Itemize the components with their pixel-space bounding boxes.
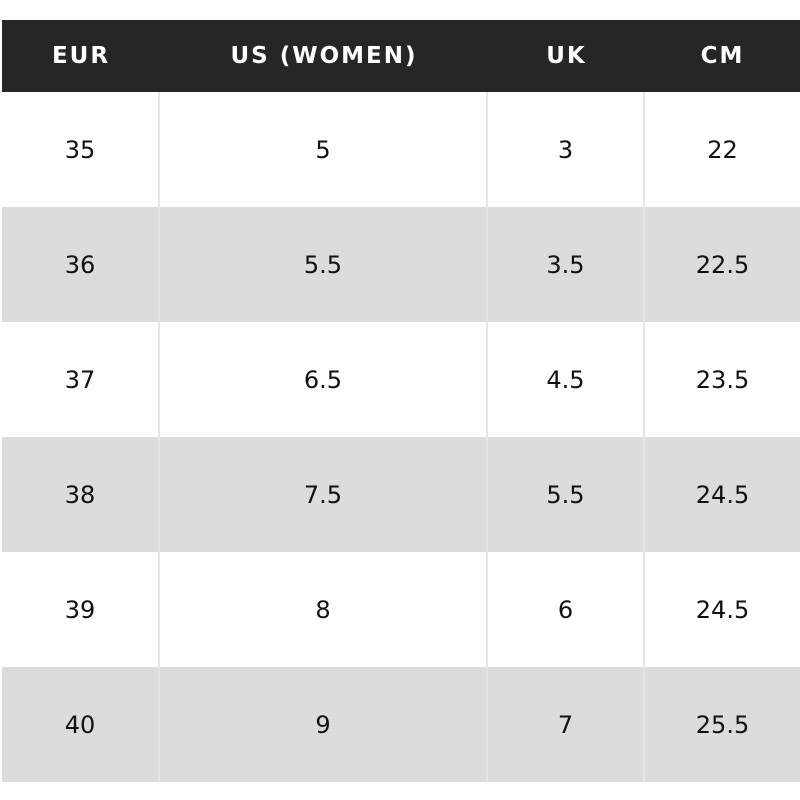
table-cell: 22.5 [695, 250, 750, 279]
table-row: 35 5 3 22 [2, 92, 800, 207]
table-cell: 6 [488, 552, 645, 667]
table-cell: 9 [160, 667, 488, 782]
header-cell: US (WOMEN) [230, 43, 418, 69]
table-row: 39 8 6 24.5 [2, 552, 800, 667]
table-cell: 4.5 [488, 322, 645, 437]
table-cell: 36 [2, 207, 160, 322]
table-cell: 24.5 [695, 595, 750, 624]
table-cell: 24.5 [695, 480, 750, 509]
table-cell: 8 [160, 552, 488, 667]
table-cell: 6.5 [160, 322, 488, 437]
table-cell: 3.5 [488, 207, 645, 322]
table-cell: 25.5 [695, 710, 750, 739]
table-row: 40 9 7 25.5 [2, 667, 800, 782]
table-row: 37 6.5 4.5 23.5 [2, 322, 800, 437]
table-row: 38 7.5 5.5 24.5 [2, 437, 800, 552]
table-cell: 38 [2, 437, 160, 552]
table-cell: 23.5 [695, 365, 750, 394]
header-cell: EUR [51, 43, 111, 69]
table-cell: 7.5 [160, 437, 488, 552]
header-cell: CM [700, 43, 745, 69]
table-cell: 35 [2, 92, 160, 207]
size-table: EUR US (WOMEN) UK CM 35 5 3 22 36 5.5 3.5 22.5 37 6.… [2, 20, 800, 782]
table-cell: 5.5 [488, 437, 645, 552]
table-cell: 22 [707, 135, 738, 164]
table-cell: 3 [488, 92, 645, 207]
table-cell: 37 [2, 322, 160, 437]
table-cell: 40 [2, 667, 160, 782]
table-cell: 5 [160, 92, 488, 207]
table-cell: 7 [488, 667, 645, 782]
table-header: EUR US (WOMEN) UK CM [2, 20, 800, 92]
table-cell: 39 [2, 552, 160, 667]
table-row: 36 5.5 3.5 22.5 [2, 207, 800, 322]
header-cell: UK [546, 43, 587, 69]
table-cell: 5.5 [160, 207, 488, 322]
